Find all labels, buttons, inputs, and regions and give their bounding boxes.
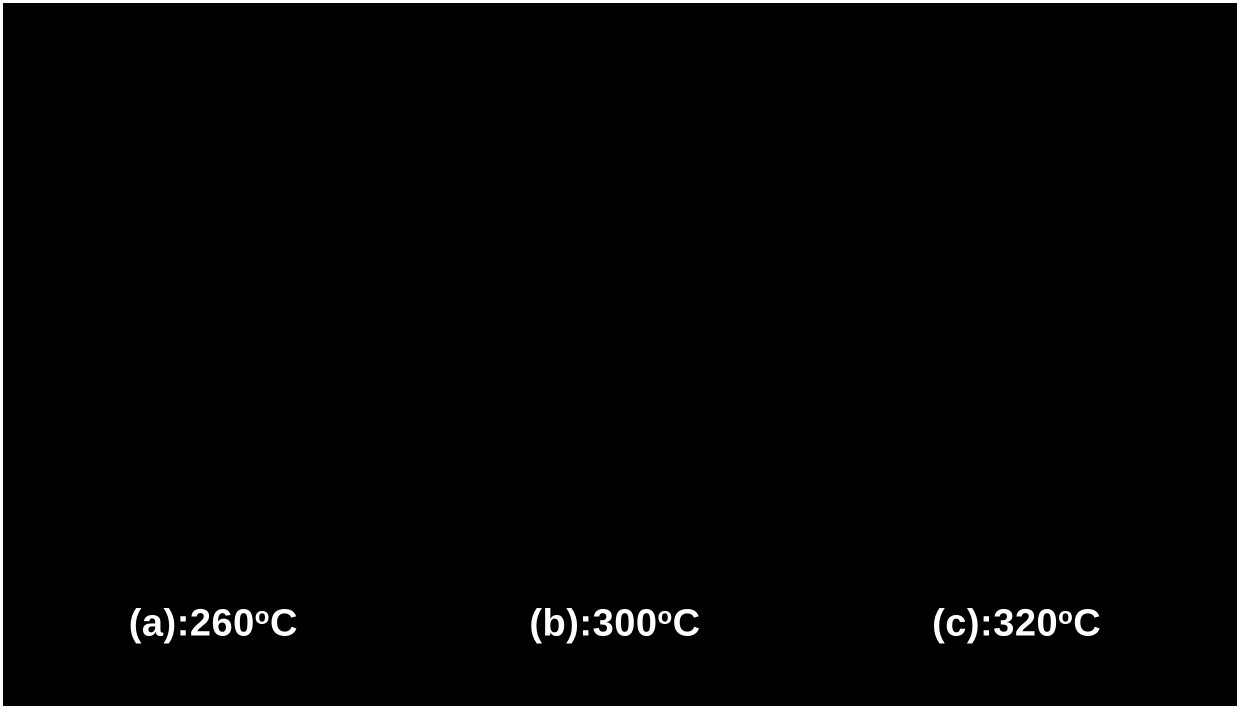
panel-unit-c: C (1073, 603, 1101, 645)
panel-temp-a: 260 (190, 603, 255, 645)
panel-unit-b: C (673, 603, 701, 645)
panel-unit-a: C (270, 603, 298, 645)
panel-caption-c: (c):320oC (932, 601, 1101, 646)
panel-caption-a: (a):260oC (129, 601, 298, 646)
figure-container: (a):260oC (b):300oC (c):320oC (0, 0, 1240, 709)
degree-symbol-a: o (255, 603, 270, 630)
panel-label-b: (b): (529, 603, 592, 645)
degree-symbol-b: o (657, 603, 672, 630)
panel-label-a: (a): (129, 603, 190, 645)
caption-row: (a):260oC (b):300oC (c):320oC (3, 601, 1237, 646)
panel-temp-c: 320 (993, 603, 1058, 645)
panel-caption-b: (b):300oC (529, 601, 700, 646)
panel-label-c: (c): (932, 603, 993, 645)
degree-symbol-c: o (1058, 603, 1073, 630)
panel-temp-b: 300 (593, 603, 658, 645)
